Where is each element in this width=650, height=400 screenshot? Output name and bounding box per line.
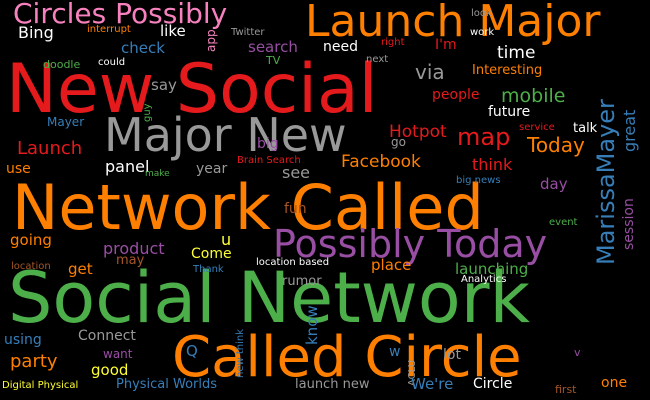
- cloud-word: Digital Physical: [2, 380, 79, 391]
- cloud-word: Thank: [193, 264, 224, 275]
- cloud-word: need: [323, 39, 358, 55]
- cloud-word: talk: [573, 121, 598, 136]
- cloud-word: launch new: [295, 377, 370, 392]
- cloud-word: via: [415, 60, 445, 84]
- cloud-word: guy: [142, 103, 153, 122]
- cloud-word: lot: [443, 347, 461, 363]
- cloud-word: future: [488, 104, 531, 120]
- cloud-word: great: [620, 109, 639, 152]
- cloud-word: big news: [456, 175, 501, 186]
- cloud-word: Twitter: [231, 27, 265, 38]
- cloud-word: like: [160, 22, 186, 40]
- cloud-word: I'm: [435, 37, 457, 53]
- cloud-word: know: [303, 305, 321, 345]
- cloud-word: place: [371, 256, 412, 274]
- cloud-word: panel: [105, 157, 150, 176]
- cloud-word: day: [540, 175, 568, 193]
- cloud-word: location based: [256, 257, 330, 268]
- cloud-word: using: [4, 332, 42, 348]
- cloud-word: make: [145, 169, 170, 179]
- cloud-word: Bing: [18, 23, 54, 42]
- cloud-word: service: [519, 122, 555, 133]
- cloud-word: New Social: [6, 50, 378, 129]
- cloud-word: Possibly Today: [273, 222, 548, 266]
- cloud-word: Q: [186, 342, 198, 360]
- cloud-word: check: [121, 39, 165, 57]
- cloud-word: Hotpot: [389, 122, 447, 142]
- cloud-word: Major New: [104, 108, 347, 162]
- cloud-word: next: [366, 54, 389, 65]
- cloud-word: Circles Possibly: [13, 0, 228, 30]
- cloud-word: Connect: [78, 328, 136, 344]
- cloud-word: Launch Major: [305, 0, 601, 47]
- cloud-word: may: [116, 253, 145, 268]
- cloud-word: look: [471, 8, 492, 19]
- cloud-word: Today: [527, 133, 585, 157]
- cloud-word: go: [391, 135, 406, 149]
- cloud-word: We're: [411, 375, 454, 393]
- cloud-word: new think: [235, 328, 246, 378]
- cloud-word: going: [10, 231, 52, 249]
- cloud-word: use: [6, 161, 31, 177]
- cloud-word: Physical Worlds: [116, 377, 218, 392]
- cloud-word: Launch: [17, 138, 83, 159]
- cloud-word: Analytics: [461, 274, 507, 285]
- cloud-word: time: [497, 43, 536, 63]
- cloud-word: Brain Search: [237, 155, 301, 166]
- cloud-word: TV: [266, 54, 281, 67]
- cloud-word: work: [470, 27, 495, 38]
- cloud-word: mobile: [501, 85, 566, 107]
- cloud-word: product: [103, 239, 165, 258]
- cloud-word: location: [11, 261, 51, 272]
- cloud-word: MarissaMayer: [592, 99, 620, 265]
- cloud-word: Network Called: [12, 171, 484, 244]
- cloud-word: Circle: [473, 376, 513, 392]
- cloud-word: one: [601, 375, 628, 391]
- cloud-word: launching: [455, 260, 529, 278]
- cloud-word: u: [221, 230, 232, 249]
- cloud-word: Social Network: [8, 257, 531, 339]
- cloud-word: think: [472, 155, 513, 174]
- cloud-word: could: [98, 57, 126, 68]
- cloud-word: want: [103, 347, 133, 361]
- cloud-word: v: [574, 346, 581, 359]
- cloud-word: doodle: [43, 58, 81, 71]
- cloud-word: rumor: [282, 274, 322, 289]
- cloud-word: w: [389, 344, 401, 360]
- cloud-word: Called Circle: [172, 325, 522, 390]
- cloud-word: Facebook: [341, 152, 421, 172]
- cloud-word: event: [549, 217, 578, 228]
- cloud-word: see: [282, 163, 311, 182]
- cloud-word: year: [196, 161, 228, 177]
- cloud-word: people: [432, 87, 480, 103]
- cloud-word: Mayer: [47, 115, 85, 129]
- cloud-word: app: [204, 29, 218, 52]
- cloud-word: search: [248, 38, 298, 56]
- cloud-word: map: [457, 123, 511, 151]
- cloud-word: interrupt: [87, 24, 131, 35]
- cloud-word: Interesting: [472, 63, 543, 78]
- cloud-word: first: [555, 383, 577, 396]
- cloud-word: good: [91, 361, 129, 379]
- cloud-word: fun: [284, 201, 307, 217]
- cloud-word: Come: [191, 246, 232, 262]
- cloud-word: big: [257, 136, 279, 152]
- cloud-word: party: [10, 351, 58, 372]
- cloud-word: get: [68, 260, 93, 278]
- cloud-word: right: [381, 37, 405, 48]
- cloud-word: session: [621, 198, 637, 250]
- cloud-word: say: [151, 76, 177, 94]
